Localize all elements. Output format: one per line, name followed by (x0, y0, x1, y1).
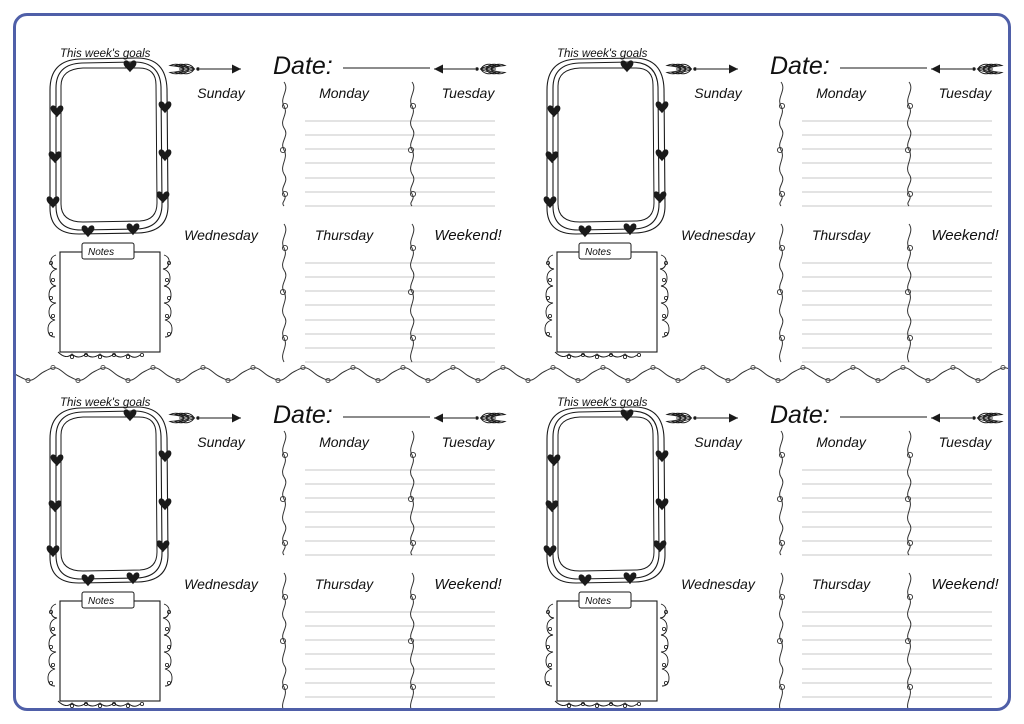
svg-text:Monday: Monday (816, 85, 867, 101)
svg-text:Tuesday: Tuesday (442, 85, 496, 101)
svg-text:Notes: Notes (88, 596, 114, 607)
svg-text:Thursday: Thursday (812, 576, 871, 592)
svg-text:Tuesday: Tuesday (442, 434, 496, 450)
svg-text:Monday: Monday (816, 434, 867, 450)
svg-text:Wednesday: Wednesday (681, 227, 756, 243)
svg-text:Wednesday: Wednesday (184, 227, 259, 243)
svg-text:Sunday: Sunday (694, 85, 742, 101)
svg-text:Date:: Date: (770, 52, 830, 80)
svg-text:Weekend!: Weekend! (931, 576, 999, 593)
svg-text:Weekend!: Weekend! (434, 227, 502, 244)
svg-text:Date:: Date: (273, 401, 333, 429)
svg-text:Monday: Monday (319, 434, 370, 450)
svg-text:Notes: Notes (585, 247, 611, 258)
svg-text:Notes: Notes (88, 247, 114, 258)
svg-text:Thursday: Thursday (315, 227, 374, 243)
svg-text:Wednesday: Wednesday (681, 576, 756, 592)
svg-text:Monday: Monday (319, 85, 370, 101)
svg-text:Date:: Date: (273, 52, 333, 80)
svg-text:Notes: Notes (585, 596, 611, 607)
svg-text:Sunday: Sunday (197, 434, 245, 450)
svg-text:Weekend!: Weekend! (434, 576, 502, 593)
svg-text:Thursday: Thursday (812, 227, 871, 243)
svg-text:Date:: Date: (770, 401, 830, 429)
svg-text:Sunday: Sunday (197, 85, 245, 101)
svg-text:Wednesday: Wednesday (184, 576, 259, 592)
svg-text:Thursday: Thursday (315, 576, 374, 592)
svg-text:Tuesday: Tuesday (939, 85, 993, 101)
svg-text:Sunday: Sunday (694, 434, 742, 450)
svg-text:Tuesday: Tuesday (939, 434, 993, 450)
svg-text:Weekend!: Weekend! (931, 227, 999, 244)
